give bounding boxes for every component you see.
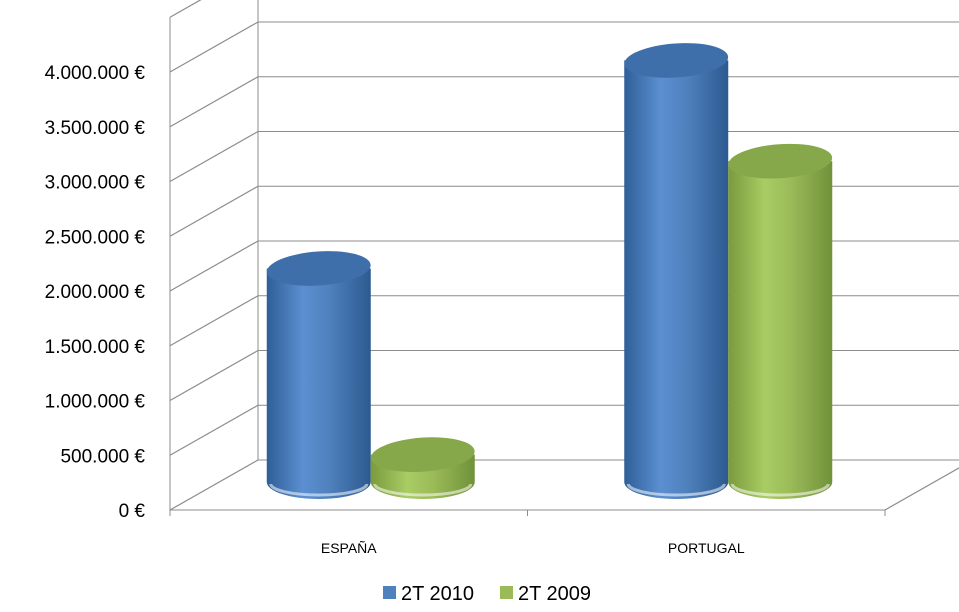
side-gridline: [169, 21, 259, 73]
x-category-label: PORTUGAL: [668, 540, 745, 556]
y-axis-ticks: 0 € 500.000 € 1.000.000 € 1.500.000 € 2.000.…: [45, 63, 146, 522]
bars: [266, 43, 833, 500]
y-tick-label: 2.500.000 €: [45, 227, 146, 248]
bar-top: [624, 43, 729, 78]
grid: [169, 0, 959, 516]
bar-top: [370, 437, 475, 472]
bar-base-highlight: [373, 483, 473, 497]
y-tick-label: 0 €: [119, 501, 146, 522]
side-gridline: [169, 459, 259, 511]
y-tick-label: 3.000.000 €: [45, 173, 146, 194]
bar: [266, 251, 371, 499]
bar-top: [728, 143, 833, 179]
side-gridline: [169, 130, 259, 183]
floor-right-edge: [884, 467, 959, 511]
legend-item: 2T 2010: [383, 583, 474, 605]
bar: [728, 143, 833, 500]
legend-swatch: [500, 586, 513, 599]
legend-item: 2T 2009: [500, 583, 591, 605]
side-gridline: [169, 76, 259, 128]
y-tick-label: 1.000.000 €: [45, 392, 146, 413]
bar-base-highlight: [730, 483, 830, 497]
legend-swatch: [383, 586, 396, 599]
y-tick-label: 1.500.000 €: [45, 337, 146, 358]
side-gridline: [169, 0, 202, 18]
bar-base-highlight: [626, 483, 726, 497]
legend-label: 2T 2010: [401, 583, 474, 605]
bar-body: [266, 268, 371, 499]
bar: [624, 43, 729, 500]
legend-label: 2T 2009: [518, 583, 591, 605]
y-tick-label: 4.000.000 €: [45, 63, 146, 84]
legend: 2T 2010 2T 2009: [383, 583, 591, 605]
bar-body: [728, 161, 833, 500]
bar-top: [266, 251, 371, 286]
bar: [370, 437, 475, 499]
bar-body: [624, 60, 729, 500]
side-gridline: [169, 404, 259, 456]
side-gridline: [169, 240, 259, 292]
bar-base-highlight: [269, 483, 369, 497]
x-category-label: ESPAÑA: [321, 540, 377, 556]
side-gridline: [169, 295, 259, 347]
side-gridline: [169, 349, 259, 402]
y-tick-label: 3.500.000 €: [45, 118, 146, 139]
y-tick-label: 2.000.000 €: [45, 282, 146, 303]
x-axis-categories: ESPAÑA PORTUGAL: [321, 540, 745, 556]
y-tick-label: 500.000 €: [60, 446, 145, 467]
side-gridline: [169, 185, 259, 237]
